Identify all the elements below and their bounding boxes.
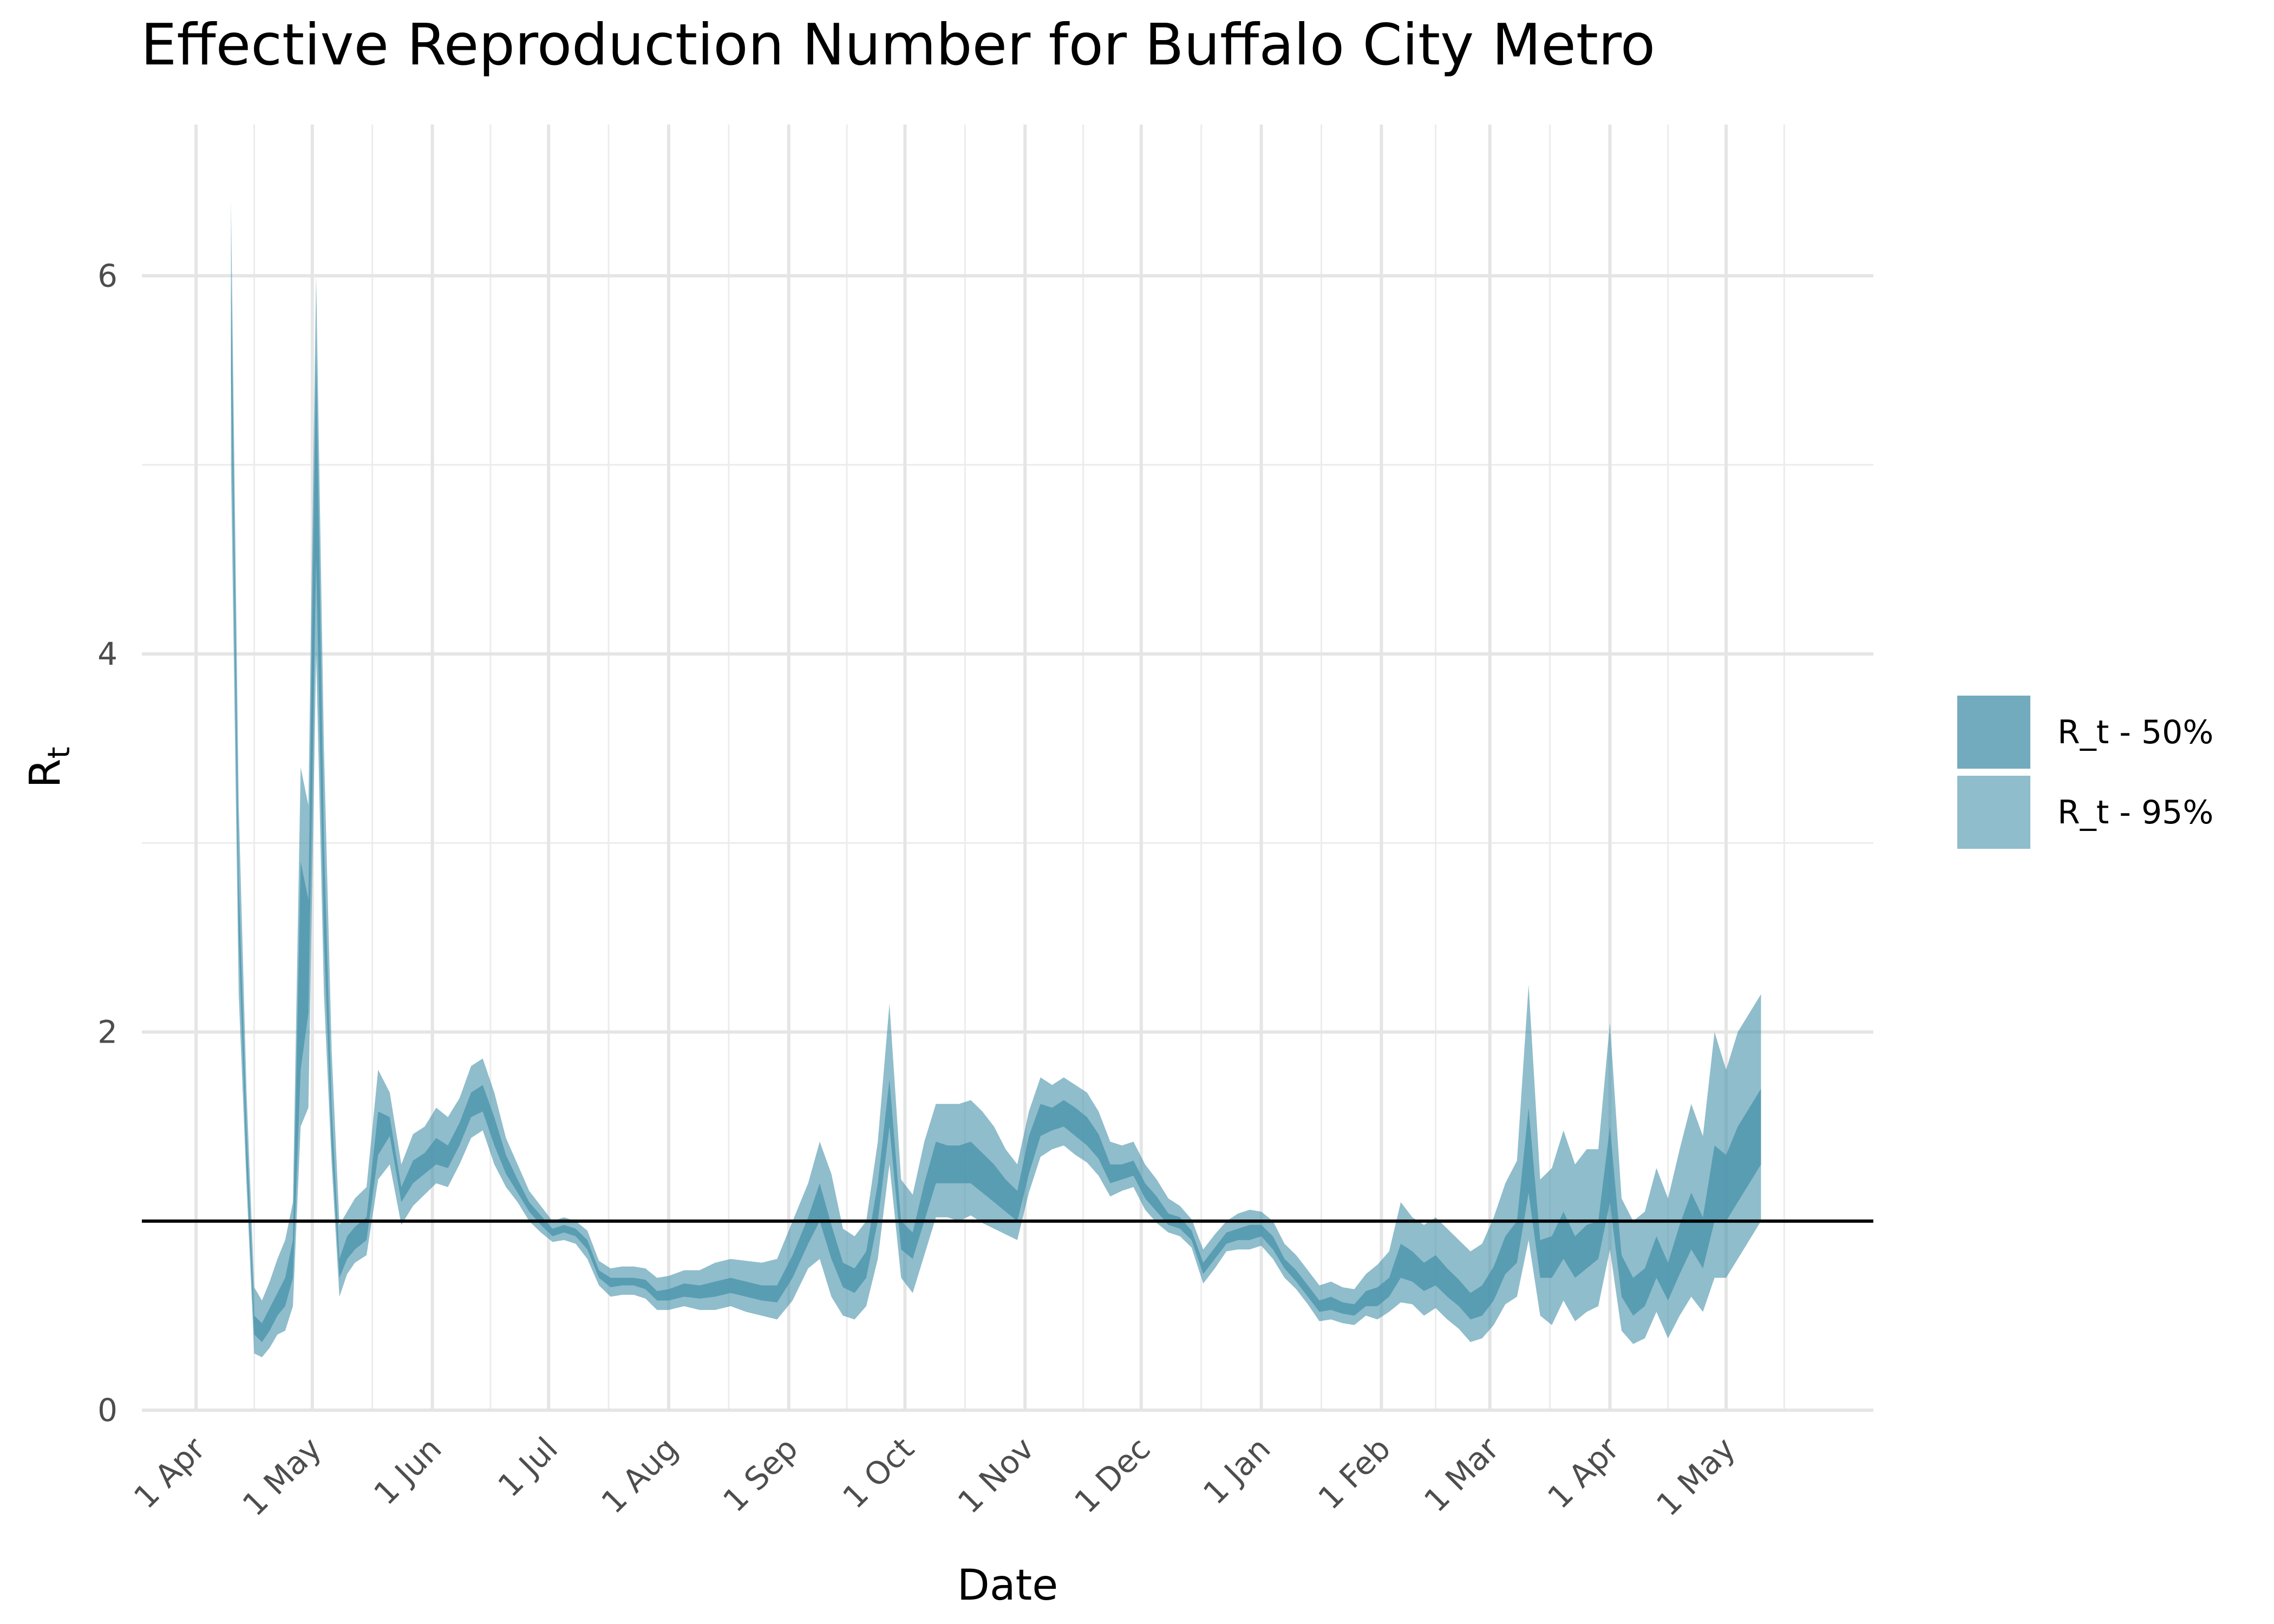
y-axis-ticks: 0 2 4 6 [97,257,117,1429]
legend-swatch-r-t-95 [1957,776,2030,849]
x-tick-label: 1 Jul [491,1430,565,1504]
x-tick-label: 1 Apr [1540,1430,1626,1516]
y-tick-label: 6 [97,257,117,294]
x-tick-label: 1 Nov [951,1430,1041,1521]
x-tick-label: 1 Feb [1311,1430,1397,1517]
x-axis-title: Date [957,1561,1058,1610]
x-tick-label: 1 Jan [1196,1430,1277,1511]
x-tick-label: 1 May [1649,1430,1742,1523]
y-axis-title: Rt [21,746,77,788]
x-tick-label: 1 Dec [1067,1430,1158,1521]
x-tick-label: 1 Sep [716,1430,805,1520]
legend: R_t - 50% R_t - 95% [1957,696,2213,849]
x-tick-label: 1 May [236,1430,329,1523]
legend-swatch-r-t-50 [1957,696,2030,769]
y-axis-title-subscript: t [42,746,77,758]
legend-label-r-t-50: R_t - 50% [2057,713,2213,751]
legend-label-r-t-95: R_t - 95% [2057,794,2213,831]
minor-gridlines [142,125,1873,1410]
y-tick-label: 4 [97,636,117,672]
x-tick-label: 1 Aug [594,1430,685,1521]
rt-bands [231,200,1761,1358]
y-tick-label: 2 [97,1013,117,1050]
y-axis-title-main: R [21,758,70,788]
band-r-t-95 [231,200,1761,1358]
band-r-t-50 [231,276,1761,1343]
chart-title: Effective Reproduction Number for Buffal… [141,12,1656,78]
x-tick-label: 1 Jun [367,1430,448,1512]
y-tick-label: 0 [97,1392,117,1429]
x-axis-ticks: 1 Apr 1 May 1 Jun 1 Jul 1 Aug 1 Sep 1 Oct 1 Nov… [127,1430,1742,1523]
x-tick-label: 1 Apr [127,1430,212,1516]
x-tick-label: 1 Mar [1417,1430,1506,1520]
x-tick-label: 1 Oct [835,1430,921,1516]
